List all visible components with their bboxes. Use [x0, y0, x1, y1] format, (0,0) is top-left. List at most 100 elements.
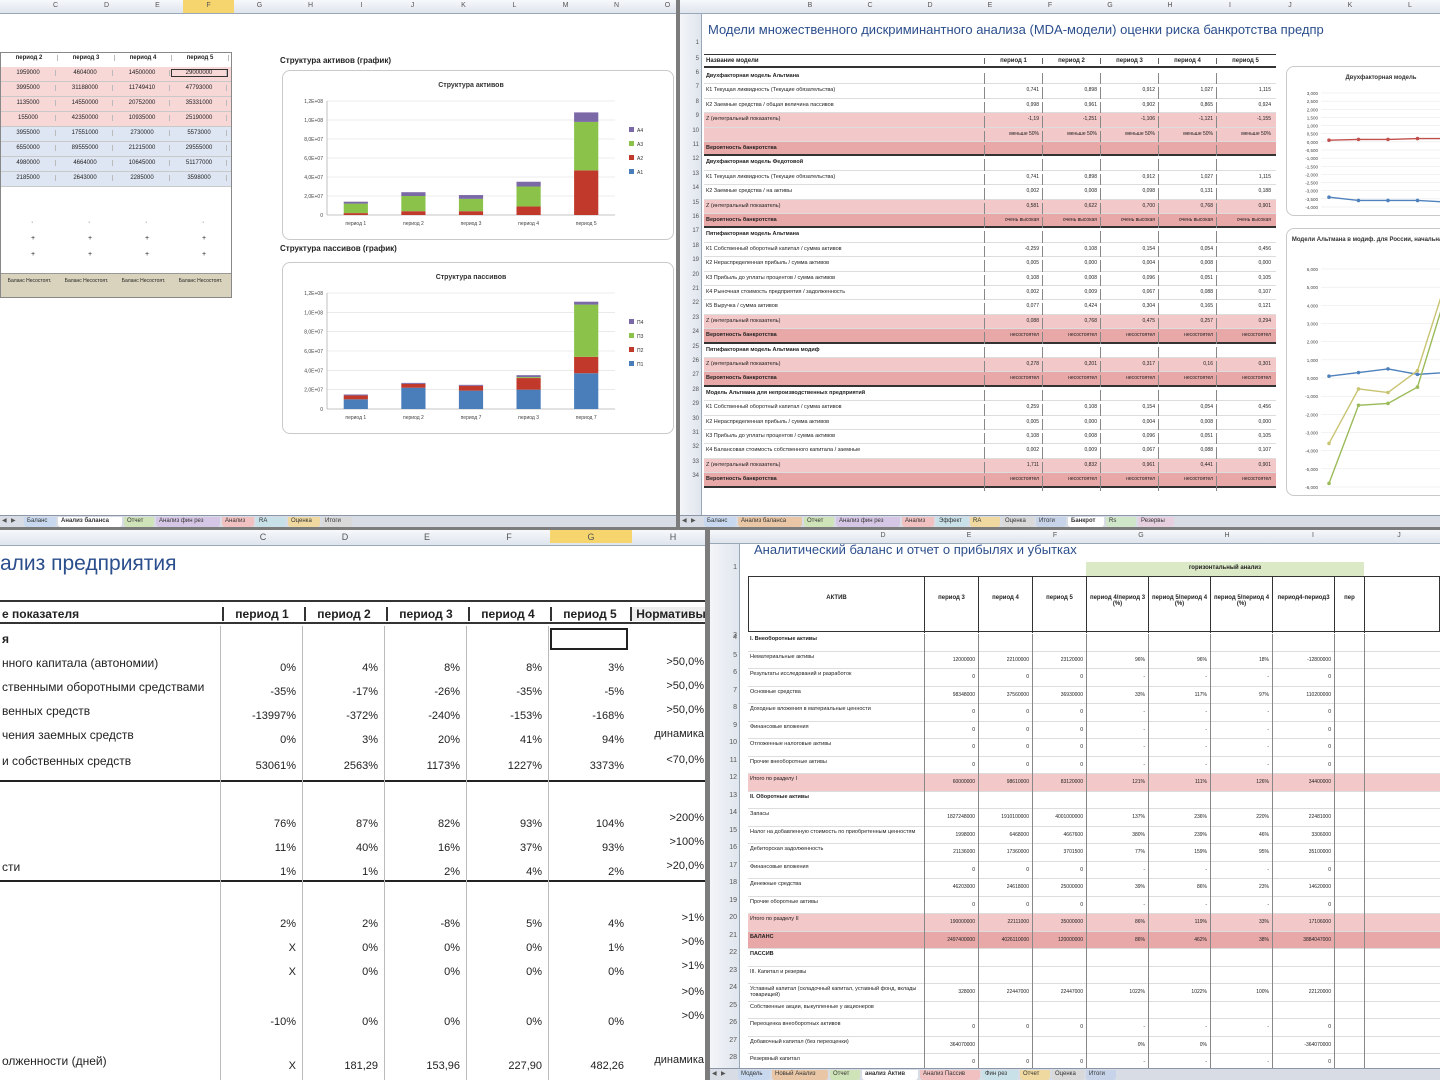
table-cell[interactable]: -26% [434, 686, 460, 698]
table-cell[interactable]: 12000000 [952, 656, 975, 663]
table-cell[interactable]: 462% [1194, 936, 1207, 943]
table-cell[interactable]: 0,008 [1158, 260, 1216, 275]
row-label[interactable]: БАЛАНС [750, 933, 774, 940]
table-cell[interactable]: 0 [1026, 901, 1029, 908]
row-label[interactable]: Вероятность банкротства [706, 332, 777, 339]
row-label[interactable]: Финансовые вложения [750, 723, 809, 730]
table-cell[interactable]: 0,768 [1042, 317, 1100, 333]
column-letter[interactable]: C [259, 532, 267, 542]
table-cell[interactable]: 0% [526, 942, 542, 954]
table-cell[interactable]: - [1143, 1024, 1145, 1030]
table-cell[interactable]: 1% [608, 942, 624, 954]
table-cell[interactable] [1100, 231, 1158, 246]
column-letter[interactable]: M [562, 2, 569, 9]
table-cell[interactable]: несостоятел [984, 476, 1042, 491]
table-cell[interactable]: 0 [1080, 1059, 1083, 1065]
table-cell[interactable]: 37% [519, 842, 542, 854]
table-cell[interactable]: меньше 50% [984, 130, 1042, 145]
table-cell[interactable]: 0 [972, 709, 975, 715]
two-factor-model-chart[interactable]: Двухфакторная модель 3,000 2,500 2,000 1,500… [1286, 66, 1440, 216]
table-cell[interactable]: 0 [1026, 709, 1029, 715]
table-cell[interactable]: меньше 50% [1100, 130, 1158, 145]
table-cell[interactable]: 0,768 [1158, 202, 1216, 217]
column-letter[interactable]: I [1312, 532, 1314, 539]
table-cell[interactable]: 0,004 [1100, 260, 1158, 275]
table-cell[interactable]: 0 [1328, 1059, 1331, 1065]
row-label[interactable]: II. Оборотные активы [750, 793, 809, 800]
table-cell[interactable]: 25000000 [1060, 884, 1083, 890]
sheet-tab[interactable]: Анализ фин рез [156, 517, 220, 527]
table-cell[interactable]: несостоятел [984, 332, 1042, 347]
table-cell[interactable]: 1,115 [1216, 87, 1274, 102]
table-cell[interactable]: 0,304 [1100, 303, 1158, 318]
column-letter[interactable]: H [1224, 532, 1230, 539]
row-label[interactable]: Добавочный капитал (без переоценки) [750, 1038, 849, 1045]
table-cell[interactable]: 0 [1328, 901, 1331, 908]
table-cell[interactable]: 1998000 [955, 831, 975, 838]
table-cell[interactable]: -0,259 [984, 245, 1042, 261]
table-cell[interactable]: 0,741 [984, 173, 1042, 189]
table-cell[interactable]: - [1267, 1059, 1269, 1065]
table-cell[interactable]: 4026110000 [1001, 936, 1029, 943]
table-cell[interactable]: - [1267, 674, 1269, 680]
table-cell[interactable]: 1135000 [1, 100, 56, 106]
table-cell[interactable]: 4% [608, 918, 624, 930]
sheet-tab[interactable]: Отчет [1020, 1070, 1050, 1080]
table-cell[interactable]: - [1143, 744, 1145, 750]
table-cell[interactable]: 95% [1258, 849, 1269, 855]
table-cell[interactable]: 0,098 [1100, 188, 1158, 203]
row-label[interactable]: Z (интегральный показатель) [706, 202, 781, 209]
sheet-tab[interactable]: Банкрот [1068, 517, 1104, 527]
table-cell[interactable]: 0,000 [1042, 260, 1100, 275]
table-cell[interactable]: 93% [601, 842, 624, 854]
table-cell[interactable]: 0 [972, 674, 975, 680]
first-sheet-button[interactable]: ◀ [682, 518, 687, 524]
table-cell[interactable]: несостоятел [1042, 332, 1100, 347]
table-cell[interactable]: 0 [1080, 744, 1083, 750]
column-letter[interactable]: C [52, 2, 59, 9]
table-cell[interactable]: 83120000 [1060, 779, 1083, 785]
table-cell[interactable]: 0 [972, 726, 975, 733]
row-label[interactable]: Вероятность банкротства [706, 145, 777, 151]
table-cell[interactable]: 0,005 [984, 418, 1042, 433]
row-label[interactable]: Прочие внеоборотные активы [750, 758, 827, 765]
table-cell[interactable]: 0 [972, 866, 975, 873]
column-letter[interactable]: D [341, 532, 349, 542]
table-cell[interactable]: несостоятел [1042, 375, 1100, 390]
row-label[interactable]: Нематериальные активы [750, 653, 815, 660]
column-letter[interactable]: J [1288, 2, 1292, 9]
table-cell[interactable]: 0 [1026, 1059, 1029, 1065]
first-sheet-button[interactable]: ◀ [2, 518, 7, 524]
table-cell[interactable]: -10% [270, 1016, 296, 1028]
table-cell[interactable]: 0 [1328, 866, 1331, 873]
sheet-tab[interactable]: Отчет [830, 1070, 860, 1080]
table-cell[interactable]: 0,865 [1158, 101, 1216, 117]
table-cell[interactable]: несостоятел [1042, 476, 1100, 491]
table-cell[interactable]: 159% [1194, 849, 1207, 855]
table-cell[interactable]: 3% [608, 662, 624, 674]
table-cell[interactable]: -364070000 [1304, 1041, 1331, 1048]
column-letter[interactable]: D [927, 2, 933, 9]
table-cell[interactable]: 0,201 [1042, 361, 1100, 376]
table-cell[interactable]: 0,002 [984, 289, 1042, 304]
table-cell[interactable]: 0 [1328, 744, 1331, 750]
table-cell[interactable] [1158, 389, 1216, 405]
table-cell[interactable]: 0 [1328, 726, 1331, 733]
table-cell[interactable]: очень высокая [984, 217, 1042, 232]
table-cell[interactable]: 0 [1080, 709, 1083, 715]
table-cell[interactable]: 38% [1258, 936, 1269, 943]
table-cell[interactable]: 153,96 [426, 1060, 460, 1072]
table-cell[interactable]: 0,008 [1042, 188, 1100, 203]
table-cell[interactable]: 0,054 [1158, 245, 1216, 261]
table-cell[interactable]: - [1267, 761, 1269, 768]
column-letter[interactable]: E [423, 532, 430, 542]
table-cell[interactable]: 3884047000 [1303, 936, 1331, 943]
table-cell[interactable]: 0,912 [1100, 87, 1158, 102]
row-label[interactable]: Z (интегральный показатель) [706, 461, 781, 468]
table-cell[interactable]: 17551000 [58, 130, 113, 136]
column-letter[interactable]: L [512, 2, 517, 9]
table-cell[interactable]: -1,19 [984, 116, 1042, 131]
column-letter[interactable]: G [1107, 2, 1113, 9]
table-cell[interactable]: 0 [1080, 901, 1083, 908]
row-label[interactable]: я [2, 632, 10, 646]
